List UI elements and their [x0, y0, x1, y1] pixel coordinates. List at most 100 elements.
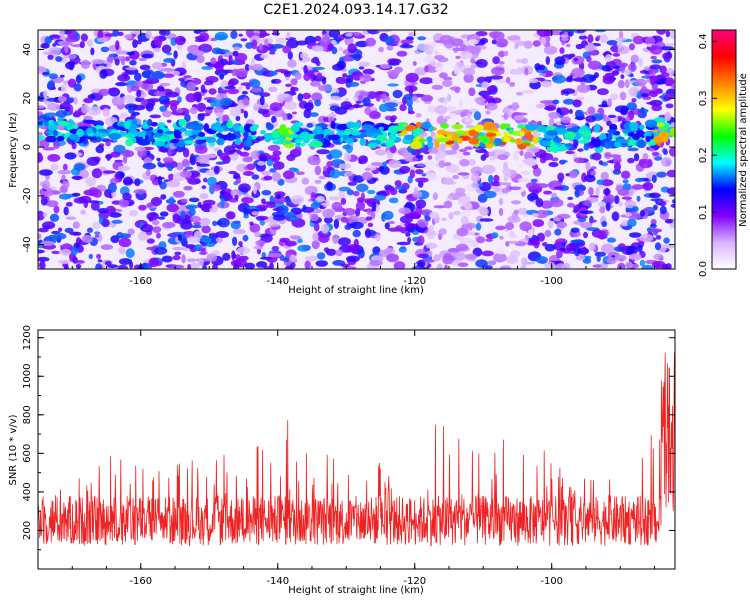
- spectrogram-cell: [479, 218, 494, 222]
- spectrogram-cell: [98, 215, 104, 225]
- spectrogram-cell: [190, 215, 201, 223]
- spectrogram-cell: [624, 69, 631, 76]
- spectrogram-cell: [214, 98, 222, 109]
- spectrogram-cell: [554, 56, 566, 65]
- ridge-cell: [418, 138, 427, 143]
- ridge-cell: [38, 120, 44, 126]
- spectrogram-cell: [59, 244, 72, 248]
- spectrogram-cell: [139, 64, 151, 71]
- spectrogram-cell: [455, 187, 466, 194]
- spectrogram-cell: [663, 237, 670, 244]
- spectrogram-cell: [269, 70, 278, 76]
- spectrogram-cell: [617, 188, 630, 196]
- ridge-cell: [519, 130, 525, 137]
- ridge-cell: [421, 121, 432, 129]
- spectrogram-cell: [506, 255, 519, 265]
- spectrogram-cell: [275, 194, 282, 200]
- spectrogram-cell: [39, 260, 46, 269]
- spectrogram-cell: [439, 72, 448, 79]
- spectrogram-cell: [475, 259, 488, 268]
- spectrogram-cell: [660, 72, 670, 78]
- spectrogram-cell: [99, 69, 108, 79]
- ridge-cell: [154, 132, 163, 137]
- snr-y-tick-label: 400: [22, 482, 33, 501]
- spectrogram-cell: [520, 170, 531, 175]
- spectrogram-cell: [523, 40, 533, 49]
- spectrogram-cell: [475, 58, 488, 68]
- spectrogram-cell: [517, 163, 525, 167]
- spectrogram-cell: [249, 221, 254, 226]
- spectrogram-cell: [116, 97, 125, 106]
- spectrogram-cell: [670, 84, 675, 89]
- spectrogram-cell: [625, 212, 632, 217]
- spectrogram-cell: [649, 45, 663, 55]
- spectrogram-cell: [358, 66, 365, 70]
- spectrogram-cell: [112, 30, 119, 37]
- spectrogram-cell: [488, 151, 496, 157]
- spectrogram-cell: [302, 92, 312, 100]
- spectrogram-cell: [44, 36, 53, 44]
- spectrogram-cell: [587, 42, 595, 52]
- spectrogram-cell: [222, 49, 230, 53]
- spectrogram-cell: [650, 55, 657, 60]
- spectrogram-cell: [320, 202, 331, 207]
- spectrogram-cell: [242, 234, 249, 242]
- spectrogram-cell: [156, 232, 161, 239]
- spectrogram-cell: [55, 110, 68, 118]
- snr-ticks: -160 -140 -120 -100 200 400 600 800 1000 1200: [22, 325, 675, 587]
- spectrogram-cell: [229, 106, 242, 117]
- spectrogram-cell: [535, 183, 549, 189]
- spectrogram-cell: [664, 93, 675, 99]
- ridge-cell: [493, 138, 503, 146]
- spectrogram-cell: [607, 98, 612, 108]
- spectrogram-cell: [665, 78, 674, 86]
- ridge-cell: [409, 141, 423, 150]
- ridge-cell: [581, 130, 592, 136]
- spectrogram-cell: [309, 112, 319, 117]
- ridge-cell: [157, 122, 166, 128]
- ridge-cell: [184, 130, 194, 137]
- spectrogram-cell: [203, 80, 214, 86]
- spectrogram-cell: [282, 170, 295, 180]
- spectrogram-cell: [631, 98, 637, 103]
- ridge-cell: [546, 130, 558, 136]
- spectrogram-cell: [246, 163, 256, 170]
- spectrogram-cell: [260, 54, 269, 59]
- spectrogram-cell: [40, 240, 55, 246]
- spectrogram-cell: [340, 263, 351, 268]
- ridge-cell: [198, 132, 206, 138]
- ridge-cell: [299, 131, 310, 139]
- spectrogram-cell: [152, 47, 161, 53]
- ridge-cell: [328, 134, 341, 141]
- ridge-cell: [330, 120, 336, 129]
- spectrogram-cell: [75, 75, 82, 84]
- spectrogram-cell: [464, 52, 473, 59]
- spectrogram-cell: [633, 88, 638, 97]
- spectrogram-cell: [256, 261, 268, 269]
- spectrogram-cell: [651, 151, 660, 156]
- spectrogram-cell: [65, 216, 77, 220]
- spectrogram-cell: [365, 37, 376, 47]
- spectrogram-cell: [506, 35, 521, 41]
- spectrogram-cell: [616, 39, 623, 49]
- spectrogram-cell: [196, 154, 210, 164]
- spectrogram-cell: [189, 153, 195, 163]
- spectrogram-cell: [200, 84, 206, 92]
- spectrogram-cell: [215, 112, 224, 117]
- spectrogram-cell: [237, 246, 251, 255]
- spectrogram-cell: [517, 177, 531, 183]
- ridge-cell: [314, 126, 323, 131]
- spectrogram-cell: [297, 238, 303, 244]
- spectrogram-cell: [346, 81, 360, 87]
- spectrogram-cell: [279, 237, 291, 243]
- ridge-cell: [294, 139, 302, 144]
- spectrogram-cell: [232, 228, 246, 235]
- ridge-cell: [415, 121, 423, 128]
- spectrogram-cell: [40, 195, 48, 200]
- spectrogram-cell: [117, 233, 123, 237]
- spectrogram-cell: [219, 190, 226, 195]
- spectrogram-cell: [456, 227, 469, 237]
- spectrogram-cell: [372, 246, 381, 255]
- spectrogram-cell: [399, 104, 407, 112]
- spectrogram-cell: [130, 86, 140, 92]
